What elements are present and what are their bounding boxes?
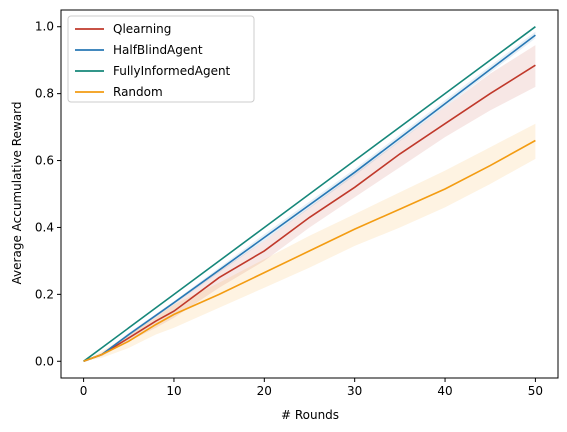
x-tick-label: 30 <box>347 384 362 398</box>
x-tick-label: 40 <box>437 384 452 398</box>
series-line-random <box>83 139 536 363</box>
y-axis-ticks: 0.0 0.2 0.4 0.6 0.8 1.0 <box>35 20 61 368</box>
y-axis-label: Average Accumulative Reward <box>10 102 24 285</box>
legend-box <box>67 15 255 103</box>
y-tick-label: 0.0 <box>35 354 54 368</box>
y-tick-label: 0.2 <box>35 287 54 301</box>
x-axis-ticks: 0 10 20 30 40 50 <box>80 378 543 398</box>
legend-label-random: Random <box>113 85 163 99</box>
legend-label-qlearning: Qlearning <box>113 22 171 36</box>
x-tick-label: 50 <box>528 384 543 398</box>
y-tick-label: 0.8 <box>35 87 54 101</box>
confidence-bands <box>83 31 536 362</box>
legend: Qlearning HalfBlindAgent FullyInformedAgen… <box>67 15 255 103</box>
y-tick-label: 0.4 <box>35 220 54 234</box>
series-line-qlearning <box>83 64 536 363</box>
band-random <box>83 123 536 362</box>
y-tick-label: 1.0 <box>35 20 54 34</box>
x-axis-label: # Rounds <box>281 408 339 422</box>
legend-label-halfblindagent: HalfBlindAgent <box>113 43 203 57</box>
series-line-fullyinformedagent <box>83 26 536 362</box>
x-tick-label: 0 <box>80 384 88 398</box>
x-tick-label: 10 <box>166 384 181 398</box>
band-qlearning <box>83 45 536 362</box>
series-lines <box>83 26 536 363</box>
series-line-halfblindagent <box>83 34 536 363</box>
plot-frame <box>60 9 559 379</box>
x-tick-label: 20 <box>257 384 272 398</box>
legend-label-fullyinformedagent: FullyInformedAgent <box>113 64 231 78</box>
y-tick-label: 0.6 <box>35 154 54 168</box>
